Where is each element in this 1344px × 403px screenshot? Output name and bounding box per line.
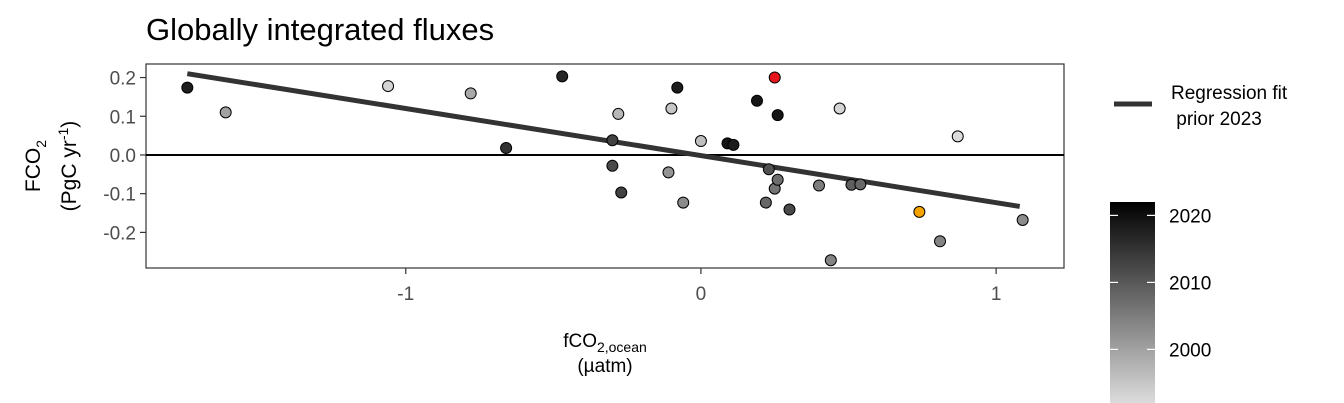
- data-point: [762, 163, 775, 176]
- y-tick-label: 0.1: [110, 107, 136, 128]
- x-axis-title-main: fCO2,ocean: [563, 331, 647, 355]
- x-tick-label: 0: [696, 284, 707, 305]
- data-point: [854, 178, 867, 191]
- data-point: [913, 205, 926, 218]
- x-axis-title-unit: (µatm): [577, 356, 632, 377]
- y-axis-title-main: FCO2: [22, 140, 49, 192]
- data-point: [1016, 214, 1029, 226]
- data-point: [694, 135, 707, 148]
- colorbar-ticks: 2000 2010 2020: [1110, 206, 1211, 361]
- data-point: [771, 109, 784, 122]
- data-point: [382, 80, 395, 93]
- data-point: [606, 159, 619, 172]
- data-point: [606, 134, 619, 147]
- data-point: [671, 81, 684, 94]
- data-point: [833, 102, 846, 115]
- plot-panel: [145, 63, 1065, 269]
- legend-regression-label-line2: prior 2023: [1171, 109, 1262, 130]
- x-tick-label: 1: [991, 284, 1002, 305]
- legend-regression-label-line1: Regression fit: [1171, 83, 1288, 104]
- data-point: [934, 235, 947, 248]
- data-point: [768, 71, 781, 84]
- data-point: [783, 203, 796, 216]
- x-tick-label: -1: [397, 284, 414, 305]
- colorbar: 2000 2010 2020: [1110, 202, 1211, 403]
- colorbar-tick-label: 2010: [1169, 273, 1211, 294]
- data-point: [219, 106, 232, 119]
- y-tick-label: -0.1: [103, 185, 136, 206]
- data-point: [556, 70, 569, 83]
- data-point: [813, 179, 826, 192]
- y-axis-ticks: 0.2 0.1 0.0 -0.1 -0.2: [103, 69, 146, 244]
- data-point: [751, 94, 764, 107]
- data-point: [771, 173, 784, 186]
- data-point: [615, 186, 628, 199]
- chart-title: Globally integrated fluxes: [146, 12, 494, 47]
- data-point: [500, 142, 513, 154]
- colorbar-tick-label: 2020: [1169, 206, 1211, 227]
- y-tick-label: 0.2: [110, 69, 136, 90]
- regression-line: [186, 71, 1021, 209]
- y-tick-label: -0.2: [103, 223, 136, 244]
- data-point: [677, 196, 690, 209]
- data-point: [181, 81, 194, 94]
- legend-regression: Regression fit prior 2023: [1114, 83, 1288, 130]
- data-point: [727, 138, 740, 151]
- data-point: [662, 166, 675, 179]
- y-tick-label: 0.0: [110, 146, 136, 167]
- colorbar-gradient: [1110, 202, 1155, 403]
- data-point: [665, 102, 678, 115]
- x-axis-title: fCO2,ocean (µatm): [563, 331, 647, 377]
- data-point: [824, 254, 837, 267]
- colorbar-tick-label: 2000: [1169, 340, 1211, 361]
- data-point: [612, 107, 625, 120]
- data-point: [951, 130, 964, 143]
- x-axis-ticks: -1 0 1: [397, 268, 1001, 305]
- data-points: [181, 70, 1029, 267]
- data-point: [759, 196, 772, 209]
- data-point: [464, 87, 477, 100]
- y-axis-title: FCO2 (PgC yr-1): [22, 121, 81, 212]
- y-axis-title-unit: (PgC yr-1): [55, 121, 81, 212]
